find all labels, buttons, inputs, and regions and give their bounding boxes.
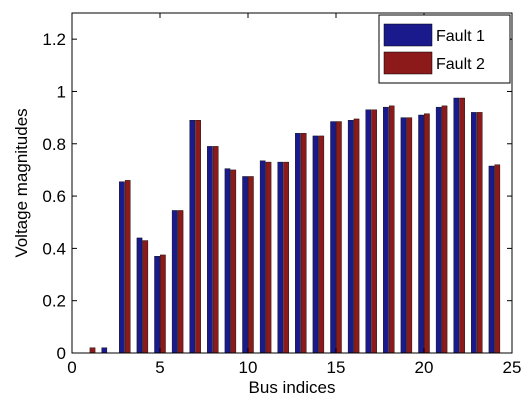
bar-fault-1-bus-21 xyxy=(435,106,442,354)
x-tick-label: 25 xyxy=(503,358,522,377)
y-axis-label: Voltage magnitudes xyxy=(12,108,31,257)
y-tick-label: 0.2 xyxy=(42,292,66,311)
bars-group xyxy=(89,97,501,354)
bar-fault-2-bus-15 xyxy=(336,121,342,354)
bar-fault-2-bus-18 xyxy=(388,105,395,354)
bar-fault-1-bus-8 xyxy=(207,146,213,354)
y-tick-label: 0.6 xyxy=(42,187,66,206)
bar-fault-2-bus-8 xyxy=(212,146,219,354)
legend-swatch-fault-2 xyxy=(383,51,433,75)
bar-fault-1-bus-14 xyxy=(312,135,319,354)
x-tick-label: 10 xyxy=(239,358,258,377)
bar-fault-1-bus-6 xyxy=(171,210,178,354)
bar-fault-2-bus-1 xyxy=(89,347,96,354)
bar-fault-2-bus-4 xyxy=(142,240,149,354)
bar-fault-2-bus-22 xyxy=(459,97,465,354)
bar-fault-1-bus-9 xyxy=(224,168,231,354)
x-tick-label: 20 xyxy=(415,358,434,377)
x-axis-label: Bus indices xyxy=(249,378,336,397)
bar-fault-1-bus-7 xyxy=(189,120,196,354)
bar-fault-1-bus-10 xyxy=(242,176,248,354)
y-tick-label: 0 xyxy=(57,344,66,363)
bar-fault-1-bus-15 xyxy=(330,121,336,354)
bar-fault-2-bus-5 xyxy=(160,254,166,354)
bar-fault-2-bus-3 xyxy=(124,180,131,354)
bar-fault-2-bus-14 xyxy=(318,135,325,354)
bar-fault-2-bus-23 xyxy=(476,112,483,354)
y-tick-label: 1 xyxy=(57,82,66,101)
bar-fault-1-bus-3 xyxy=(119,181,125,354)
bar-fault-2-bus-6 xyxy=(177,210,184,354)
bar-fault-1-bus-16 xyxy=(347,120,354,354)
bar-fault-2-bus-11 xyxy=(265,161,272,354)
legend-label-fault-2: Fault 2 xyxy=(436,56,485,73)
x-tick-label: 0 xyxy=(67,358,76,377)
y-tick-label: 0.4 xyxy=(42,239,66,258)
bar-fault-1-bus-22 xyxy=(453,97,460,354)
bar-fault-1-bus-4 xyxy=(136,237,143,354)
bar-fault-1-bus-24 xyxy=(488,165,495,354)
plot-area-frame xyxy=(71,12,513,354)
bar-fault-2-bus-17 xyxy=(371,109,377,354)
legend-swatch-fault-1 xyxy=(383,23,433,47)
bar-fault-2-bus-13 xyxy=(300,133,307,354)
bar-fault-1-bus-13 xyxy=(295,133,301,354)
legend-label-fault-1: Fault 1 xyxy=(436,28,485,45)
bar-fault-2-bus-21 xyxy=(441,105,448,354)
bar-fault-2-bus-10 xyxy=(248,176,254,354)
bar-fault-2-bus-19 xyxy=(406,117,413,354)
bar-fault-1-bus-2 xyxy=(101,347,108,354)
bar-fault-2-bus-20 xyxy=(424,113,430,354)
bar-fault-1-bus-17 xyxy=(365,109,372,354)
y-tick-label: 0.8 xyxy=(42,135,66,154)
bar-fault-1-bus-23 xyxy=(471,112,477,354)
bar-fault-1-bus-20 xyxy=(418,114,424,354)
bar-fault-1-bus-5 xyxy=(154,256,160,354)
bar-fault-2-bus-12 xyxy=(283,161,289,354)
bar-fault-2-bus-7 xyxy=(195,120,201,354)
bar-fault-1-bus-12 xyxy=(277,161,284,354)
bar-fault-2-bus-24 xyxy=(494,164,501,354)
bar-fault-1-bus-18 xyxy=(383,106,389,354)
tick-labels-group: 0 5 10 15 20 25 0 0.2 0.4 0.6 0.8 1 1.2 xyxy=(42,30,521,377)
x-tick-label: 15 xyxy=(327,358,346,377)
bar-fault-1-bus-11 xyxy=(259,160,266,354)
bar-fault-1-bus-19 xyxy=(400,117,407,354)
y-tick-label: 1.2 xyxy=(42,30,66,49)
legend: Fault 1 Fault 2 xyxy=(378,14,511,84)
bar-fault-2-bus-9 xyxy=(230,169,237,354)
x-tick-label: 5 xyxy=(155,358,164,377)
bar-fault-2-bus-16 xyxy=(353,118,360,354)
